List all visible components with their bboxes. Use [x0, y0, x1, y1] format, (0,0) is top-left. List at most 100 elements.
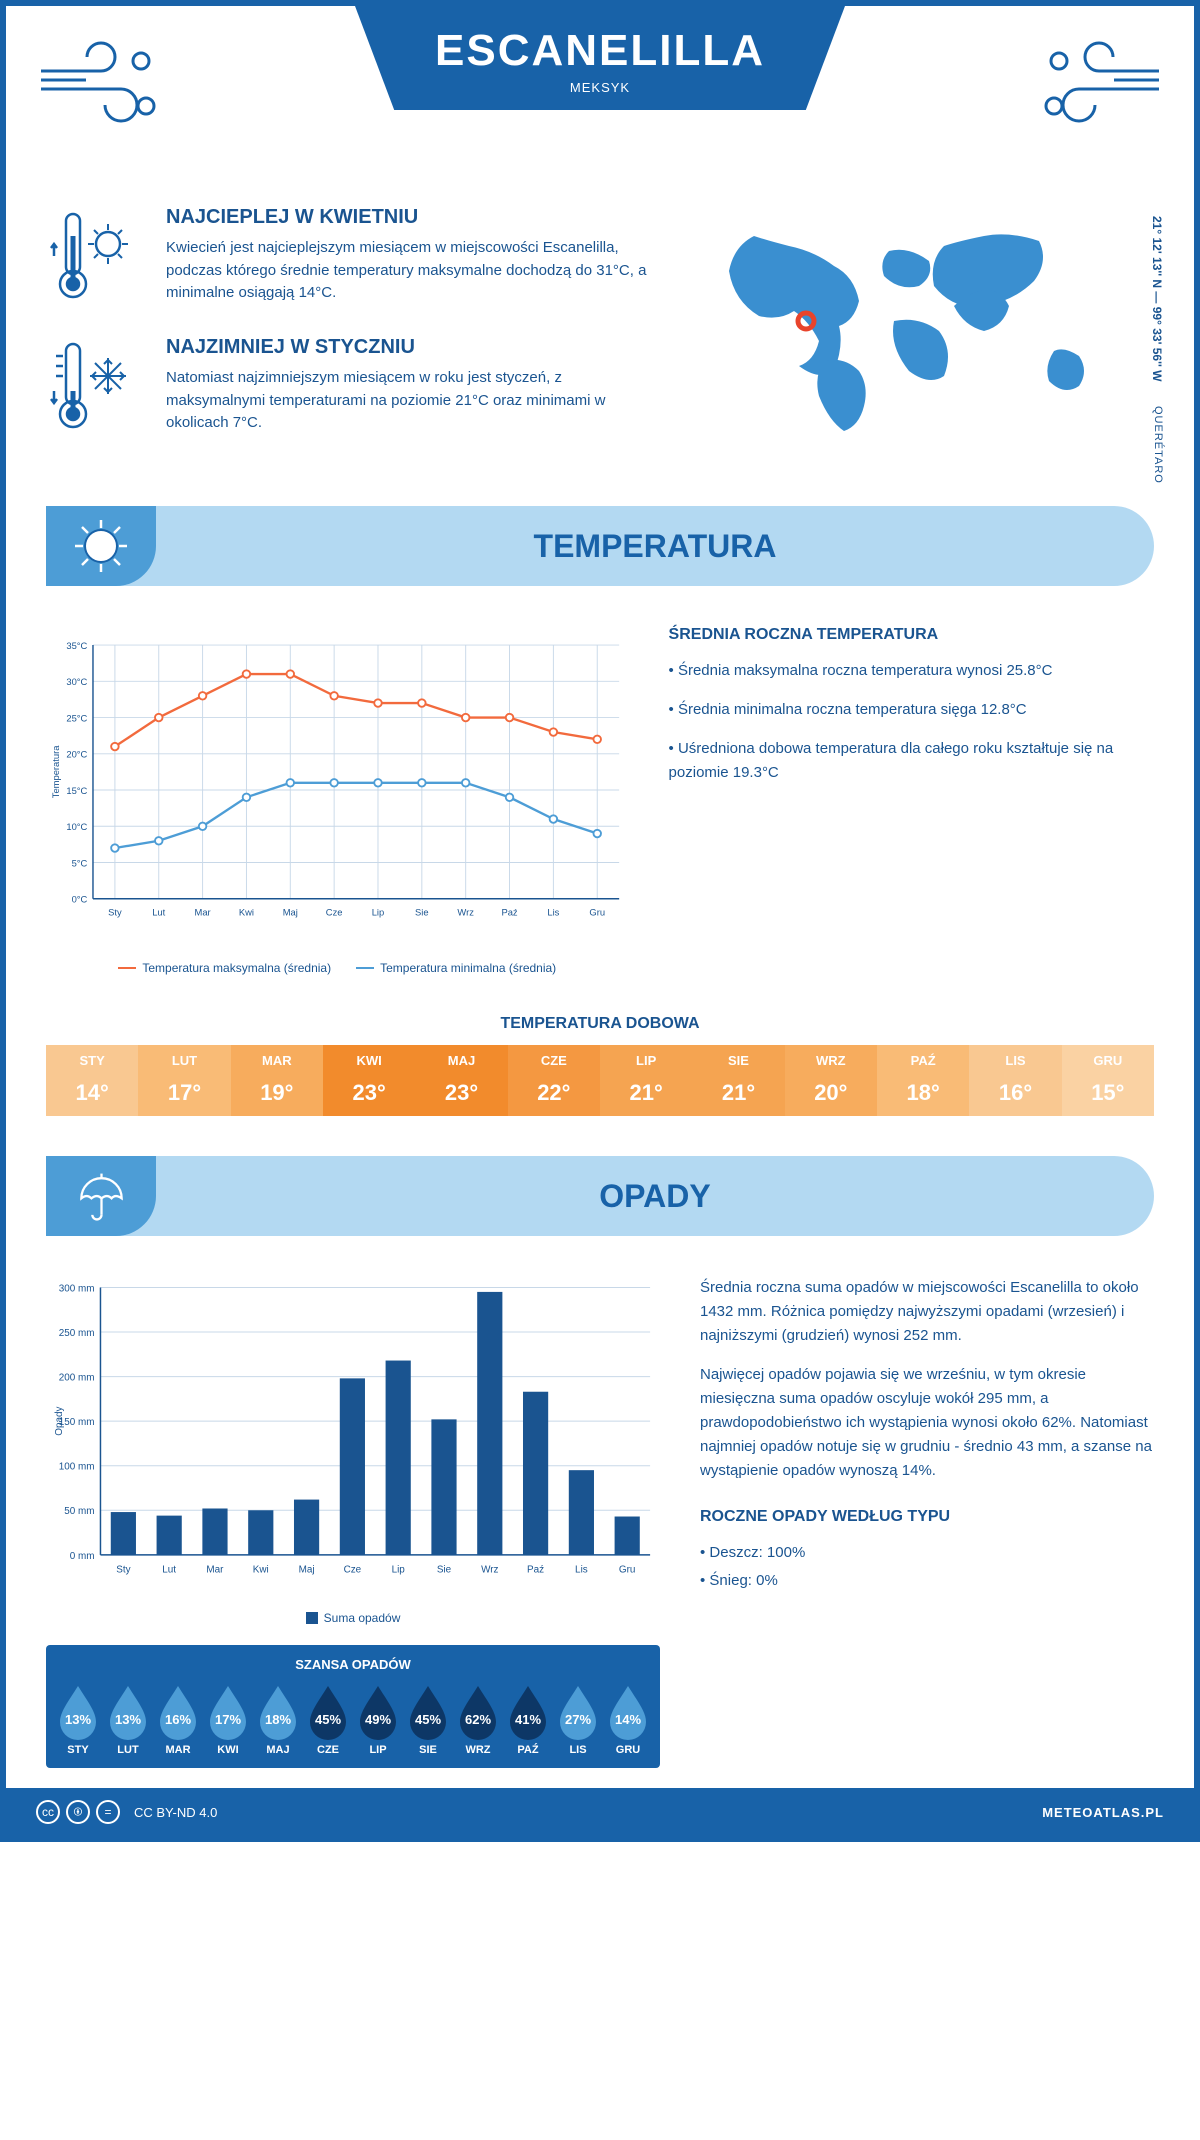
svg-text:Maj: Maj — [299, 1565, 315, 1576]
rain-chance-panel: SZANSA OPADÓW 13% STY 13% LUT 16% MAR 17… — [46, 1645, 660, 1768]
page-header: ESCANELILLA MEKSYK — [6, 6, 1194, 186]
coldest-body: Natomiast najzimniejszym miesiącem w rok… — [166, 367, 664, 435]
rain-chance-drop: 13% LUT — [104, 1682, 152, 1756]
rain-chance-drop: 13% STY — [54, 1682, 102, 1756]
region-label: QUERÉTARO — [1152, 406, 1164, 484]
daily-temp-title: TEMPERATURA DOBOWA — [46, 1015, 1154, 1033]
daily-temp-cell: KWI23° — [323, 1045, 415, 1116]
daily-temp-cell: MAJ23° — [415, 1045, 507, 1116]
svg-text:Sie: Sie — [415, 907, 429, 918]
svg-text:Lip: Lip — [372, 907, 385, 918]
svg-text:250 mm: 250 mm — [59, 1328, 95, 1339]
svg-text:Cze: Cze — [326, 907, 343, 918]
rain-chance-title: SZANSA OPADÓW — [54, 1657, 652, 1672]
rain-para1: Średnia roczna suma opadów w miejscowośc… — [700, 1276, 1154, 1348]
rain-title: OPADY — [156, 1178, 1154, 1215]
svg-text:Sie: Sie — [437, 1565, 452, 1576]
thermometer-cold-icon — [46, 336, 146, 436]
rain-chance-drop: 41% PAŹ — [504, 1682, 552, 1756]
rain-chance-drop: 27% LIS — [554, 1682, 602, 1756]
svg-text:Paź: Paź — [501, 907, 517, 918]
rain-chance-drop: 17% KWI — [204, 1682, 252, 1756]
warmest-body: Kwiecień jest najcieplejszym miesiącem w… — [166, 237, 664, 305]
svg-text:45%: 45% — [415, 1712, 441, 1727]
temp-bullet: • Uśredniona dobowa temperatura dla całe… — [669, 737, 1154, 785]
daily-temp-cell: STY14° — [46, 1045, 138, 1116]
rain-type: • Śnieg: 0% — [700, 1569, 1154, 1593]
svg-text:18%: 18% — [265, 1712, 291, 1727]
rain-para2: Najwięcej opadów pojawia się we wrześniu… — [700, 1363, 1154, 1483]
page-title: ESCANELILLA — [435, 26, 765, 76]
page-footer: cc🅯= CC BY-ND 4.0 METEOATLAS.PL — [6, 1788, 1194, 1836]
rain-summary: Średnia roczna suma opadów w miejscowośc… — [700, 1276, 1154, 1768]
rain-chance-drop: 45% CZE — [304, 1682, 352, 1756]
svg-text:Lis: Lis — [547, 907, 559, 918]
license-badge: cc🅯= CC BY-ND 4.0 — [36, 1800, 217, 1824]
coldest-block: NAJZIMNIEJ W STYCZNIU Natomiast najzimni… — [46, 336, 664, 436]
svg-text:Temperatura: Temperatura — [50, 745, 61, 798]
coldest-heading: NAJZIMNIEJ W STYCZNIU — [166, 336, 664, 359]
svg-text:49%: 49% — [365, 1712, 391, 1727]
temperature-section-header: TEMPERATURA — [46, 506, 1154, 586]
rain-chance-drop: 16% MAR — [154, 1682, 202, 1756]
svg-text:100 mm: 100 mm — [59, 1462, 95, 1473]
svg-text:20°C: 20°C — [66, 749, 87, 760]
temp-summary-title: ŚREDNIA ROCZNA TEMPERATURA — [669, 626, 1154, 644]
wind-icon — [31, 31, 171, 141]
page-subtitle: MEKSYK — [435, 80, 765, 95]
svg-text:17%: 17% — [215, 1712, 241, 1727]
svg-text:Mar: Mar — [206, 1565, 224, 1576]
thermometer-hot-icon — [46, 206, 146, 306]
rain-chance-drop: 18% MAJ — [254, 1682, 302, 1756]
svg-text:Lut: Lut — [152, 907, 165, 918]
daily-temp-cell: CZE22° — [508, 1045, 600, 1116]
svg-text:Opady: Opady — [54, 1407, 65, 1436]
warmest-block: NAJCIEPLEJ W KWIETNIU Kwiecień jest najc… — [46, 206, 664, 306]
svg-text:5°C: 5°C — [72, 857, 88, 868]
daily-temp-cell: WRZ20° — [785, 1045, 877, 1116]
intro-section: NAJCIEPLEJ W KWIETNIU Kwiecień jest najc… — [6, 186, 1194, 496]
svg-text:0 mm: 0 mm — [70, 1551, 95, 1562]
svg-text:Gru: Gru — [589, 907, 605, 918]
svg-text:30°C: 30°C — [66, 676, 87, 687]
daily-temp-cell: MAR19° — [231, 1045, 323, 1116]
temperature-summary: ŚREDNIA ROCZNA TEMPERATURA • Średnia mak… — [669, 626, 1154, 975]
svg-text:50 mm: 50 mm — [64, 1506, 94, 1517]
temp-bullet: • Średnia maksymalna roczna temperatura … — [669, 659, 1154, 683]
daily-temp-cell: LIP21° — [600, 1045, 692, 1116]
daily-temp-cell: GRU15° — [1062, 1045, 1154, 1116]
umbrella-icon — [74, 1169, 129, 1224]
coordinates: 21° 12' 13'' N — 99° 33' 56'' W — [1150, 216, 1164, 381]
svg-text:15°C: 15°C — [66, 785, 87, 796]
rain-type-title: ROCZNE OPADY WEDŁUG TYPU — [700, 1508, 1154, 1526]
svg-text:Cze: Cze — [344, 1565, 362, 1576]
svg-text:200 mm: 200 mm — [59, 1373, 95, 1384]
svg-text:Sty: Sty — [108, 907, 122, 918]
svg-text:Lut: Lut — [162, 1565, 176, 1576]
svg-text:25°C: 25°C — [66, 712, 87, 723]
temperature-title: TEMPERATURA — [156, 528, 1154, 565]
rain-type: • Deszcz: 100% — [700, 1541, 1154, 1565]
svg-text:Kwi: Kwi — [253, 1565, 269, 1576]
warmest-heading: NAJCIEPLEJ W KWIETNIU — [166, 206, 664, 229]
rain-legend: Suma opadów — [46, 1611, 660, 1625]
rain-chance-drop: 45% SIE — [404, 1682, 452, 1756]
svg-text:Wrz: Wrz — [481, 1565, 498, 1576]
svg-text:Wrz: Wrz — [457, 907, 474, 918]
daily-temp-cell: SIE21° — [692, 1045, 784, 1116]
svg-text:0°C: 0°C — [72, 894, 88, 905]
site-name: METEOATLAS.PL — [1042, 1805, 1164, 1820]
sun-icon — [71, 516, 131, 576]
svg-text:Kwi: Kwi — [239, 907, 254, 918]
wind-icon — [1029, 31, 1169, 141]
svg-text:13%: 13% — [115, 1712, 141, 1727]
title-banner: ESCANELILLA MEKSYK — [355, 6, 845, 110]
svg-text:16%: 16% — [165, 1712, 191, 1727]
svg-text:13%: 13% — [65, 1712, 91, 1727]
world-map: 21° 12' 13'' N — 99° 33' 56'' W QUERÉTAR… — [694, 206, 1154, 466]
svg-text:35°C: 35°C — [66, 640, 87, 651]
rain-bar-chart: 0 mm50 mm100 mm150 mm200 mm250 mm300 mmS… — [46, 1276, 660, 1596]
svg-text:Paź: Paź — [527, 1565, 544, 1576]
daily-temp-cell: LUT17° — [138, 1045, 230, 1116]
daily-temp-grid: STY14°LUT17°MAR19°KWI23°MAJ23°CZE22°LIP2… — [46, 1045, 1154, 1116]
